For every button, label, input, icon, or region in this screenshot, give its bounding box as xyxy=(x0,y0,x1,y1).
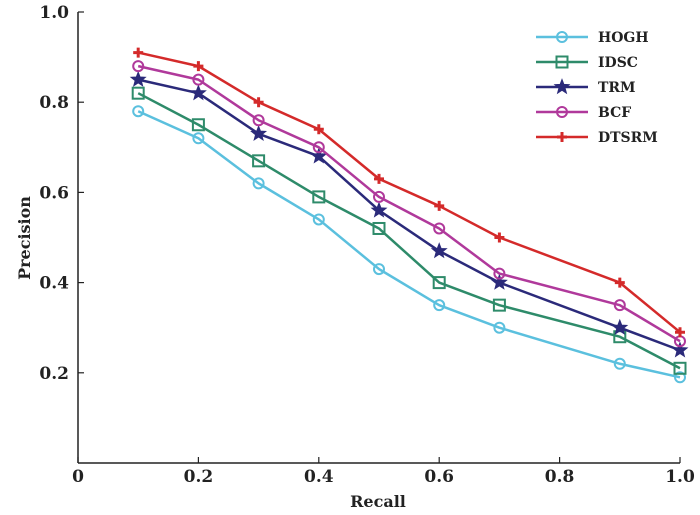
data-point-dtsrm xyxy=(614,277,625,288)
series-hogh xyxy=(132,105,686,384)
y-tick-label: 0.2 xyxy=(39,364,69,384)
series-trm xyxy=(129,70,689,358)
legend-label-idsc: IDSC xyxy=(598,55,638,71)
data-point-hogh xyxy=(613,357,626,370)
data-point-bcf xyxy=(433,222,446,235)
data-point-trm xyxy=(189,84,207,101)
data-point-trm xyxy=(611,318,629,335)
legend-label-trm: TRM xyxy=(598,80,636,96)
data-point-bcf xyxy=(192,73,205,86)
data-point-idsc xyxy=(492,298,506,312)
data-point-bcf xyxy=(132,60,145,73)
data-point-bcf xyxy=(493,267,506,280)
x-tick-label: 0 xyxy=(72,467,84,487)
data-point-dtsrm xyxy=(193,61,204,72)
data-point-idsc xyxy=(252,154,266,168)
legend-marker-trm xyxy=(553,78,571,95)
y-tick-label: 0.4 xyxy=(39,274,69,294)
series-layer xyxy=(129,47,689,384)
data-point-hogh xyxy=(312,213,325,226)
data-point-trm xyxy=(370,201,388,218)
legend-label-bcf: BCF xyxy=(598,105,631,121)
x-tick-label: 0.2 xyxy=(184,467,214,487)
legend-marker-hogh xyxy=(556,31,568,43)
legend-label-hogh: HOGH xyxy=(598,30,649,46)
data-point-bcf xyxy=(312,141,325,154)
data-point-dtsrm xyxy=(434,200,445,211)
series-bcf xyxy=(132,60,686,348)
x-tick-label: 0.6 xyxy=(424,467,454,487)
data-point-hogh xyxy=(674,371,686,384)
legend-label-dtsrm: DTSRM xyxy=(598,130,658,146)
data-point-trm xyxy=(250,124,268,141)
series-line-hogh xyxy=(137,110,681,379)
data-point-idsc xyxy=(131,86,145,100)
data-point-hogh xyxy=(433,299,446,312)
legend: HOGH IDSC TRM BCF DTSRM xyxy=(536,30,658,146)
legend-item-hogh: HOGH xyxy=(536,30,649,46)
data-point-trm xyxy=(310,147,328,164)
data-point-dtsrm xyxy=(133,47,144,58)
legend-item-dtsrm: DTSRM xyxy=(536,130,658,146)
y-tick-label: 0.6 xyxy=(39,183,69,203)
data-point-hogh xyxy=(493,321,506,334)
series-dtsrm xyxy=(133,47,685,338)
data-point-trm xyxy=(671,341,689,358)
legend-marker-dtsrm xyxy=(557,132,567,142)
data-point-idsc xyxy=(312,190,326,204)
data-point-idsc xyxy=(432,276,446,290)
series-line-bcf xyxy=(137,64,681,343)
data-point-dtsrm xyxy=(675,327,685,338)
data-point-bcf xyxy=(373,190,385,203)
data-point-trm xyxy=(430,242,448,259)
series-idsc xyxy=(131,86,687,375)
y-axis-title: Precision xyxy=(15,196,34,280)
data-point-bcf xyxy=(252,114,265,127)
data-point-hogh xyxy=(252,177,265,190)
series-line-idsc xyxy=(137,92,681,370)
data-point-trm xyxy=(129,70,147,87)
axes: 0 0.2 0.4 0.6 0.8 1.0 0.2 0.4 0.6 0.8 1.0 xyxy=(39,3,695,487)
data-point-dtsrm xyxy=(253,97,264,108)
y-tick-label: 1.0 xyxy=(39,3,69,23)
x-tick-label: 0.8 xyxy=(545,467,575,487)
data-point-idsc xyxy=(372,221,386,235)
data-point-dtsrm xyxy=(494,232,505,243)
x-tick-label: 1.0 xyxy=(665,467,695,487)
data-point-idsc xyxy=(191,118,205,132)
legend-marker-bcf xyxy=(556,106,568,118)
legend-item-bcf: BCF xyxy=(536,105,631,121)
data-point-dtsrm xyxy=(313,124,324,135)
legend-item-idsc: IDSC xyxy=(536,55,638,71)
data-point-dtsrm xyxy=(374,173,384,184)
x-tick-label: 0.4 xyxy=(304,467,334,487)
data-point-hogh xyxy=(373,263,385,276)
data-point-hogh xyxy=(132,105,145,118)
legend-item-trm: TRM xyxy=(536,78,636,96)
x-axis-title: Recall xyxy=(350,492,406,511)
data-point-idsc xyxy=(673,361,687,375)
data-point-bcf xyxy=(613,299,626,312)
data-point-trm xyxy=(490,273,508,290)
y-tick-label: 0.8 xyxy=(39,93,69,113)
legend-marker-idsc xyxy=(555,55,569,69)
data-point-hogh xyxy=(192,132,205,145)
